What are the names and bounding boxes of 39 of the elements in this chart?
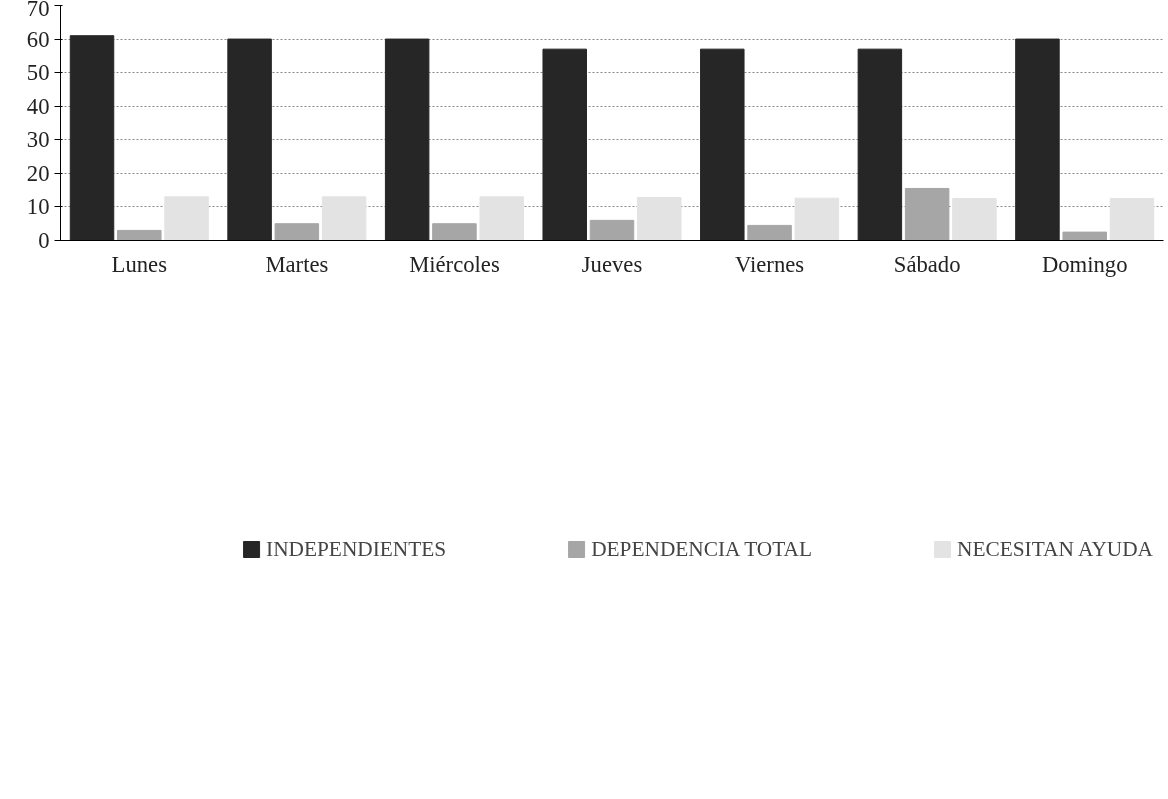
y-tick-label: 40 <box>26 93 50 119</box>
y-tick-label: 60 <box>26 26 50 52</box>
x-tick-label: Martes <box>265 251 329 277</box>
legend-label: NECESITAN AYUDA <box>957 536 1153 562</box>
x-tick-label: Miércoles <box>409 251 500 277</box>
bar <box>227 38 272 241</box>
bar <box>794 197 840 241</box>
bar <box>1109 198 1155 241</box>
legend-label: INDEPENDIENTES <box>266 536 447 562</box>
legend-label: DEPENDENCIA TOTAL <box>591 536 813 562</box>
bar <box>479 196 524 241</box>
bar <box>700 48 745 241</box>
bar <box>637 197 682 241</box>
y-tick-label: 20 <box>26 160 50 186</box>
x-tick-label: Domingo <box>1041 251 1128 277</box>
bar <box>69 35 115 241</box>
bar <box>904 187 950 241</box>
bar <box>321 196 367 241</box>
y-tick-label: 50 <box>26 60 50 86</box>
bar <box>117 229 162 241</box>
bar <box>952 198 997 241</box>
y-tick-label: 30 <box>26 127 50 153</box>
bar <box>432 223 477 241</box>
y-tick-label: 70 <box>26 0 50 21</box>
x-tick-label: Sábado <box>893 251 961 277</box>
x-tick-label: Jueves <box>581 251 643 277</box>
bar <box>747 224 792 241</box>
x-tick-label: Lunes <box>111 251 167 277</box>
bar <box>1015 38 1060 241</box>
bar <box>1062 231 1107 241</box>
x-tick-label: Viernes <box>735 251 805 277</box>
y-tick-label: 0 <box>38 228 50 253</box>
y-tick-label: 10 <box>26 194 50 220</box>
bar <box>589 219 635 241</box>
bar <box>274 223 320 241</box>
bar <box>542 48 587 241</box>
bar <box>857 48 903 241</box>
bar <box>164 196 209 241</box>
bar <box>384 38 430 241</box>
